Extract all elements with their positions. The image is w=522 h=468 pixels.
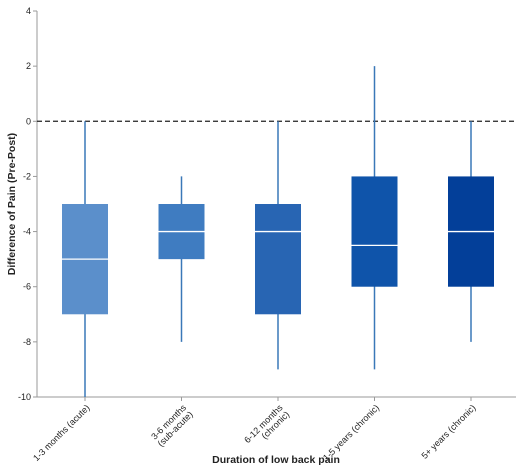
- x-tick-label-line: 5+ years (chronic): [419, 403, 477, 461]
- box-iqr: [351, 176, 398, 287]
- plot-frame: [36, 11, 516, 398]
- x-tick-label: 1-3 months (acute): [31, 403, 91, 463]
- y-axis-title: Difference of Pain (Pre-Post): [6, 133, 18, 275]
- y-tick-label: -8: [23, 337, 31, 347]
- y-tick-label: -10: [18, 392, 31, 402]
- box-group: [448, 121, 494, 342]
- y-tick-label: 0: [26, 116, 31, 126]
- x-axis-title: Duration of low back pain: [212, 454, 340, 466]
- x-tick-label: 3-6 months(sub-acute): [149, 402, 195, 448]
- x-tick-label: 5+ years (chronic): [419, 403, 477, 461]
- y-tick-label: 4: [26, 6, 31, 16]
- box-group: [62, 121, 108, 397]
- y-tick-label: -2: [23, 171, 31, 181]
- y-tick-label: 2: [26, 61, 31, 71]
- box-layer: [62, 66, 494, 397]
- box-group: [158, 176, 205, 342]
- y-tick-label: -6: [23, 282, 31, 292]
- box-group: [351, 66, 398, 370]
- box-iqr: [255, 204, 301, 315]
- x-tick-label-line: 1-3 months (acute): [31, 403, 91, 463]
- x-tick-label: 6-12 months(chronic): [242, 402, 291, 451]
- box-group: [255, 121, 301, 370]
- y-axis: 4 2 0 -2 -4 -6 -8 -10: [18, 6, 37, 402]
- y-tick-label: -4: [23, 227, 31, 237]
